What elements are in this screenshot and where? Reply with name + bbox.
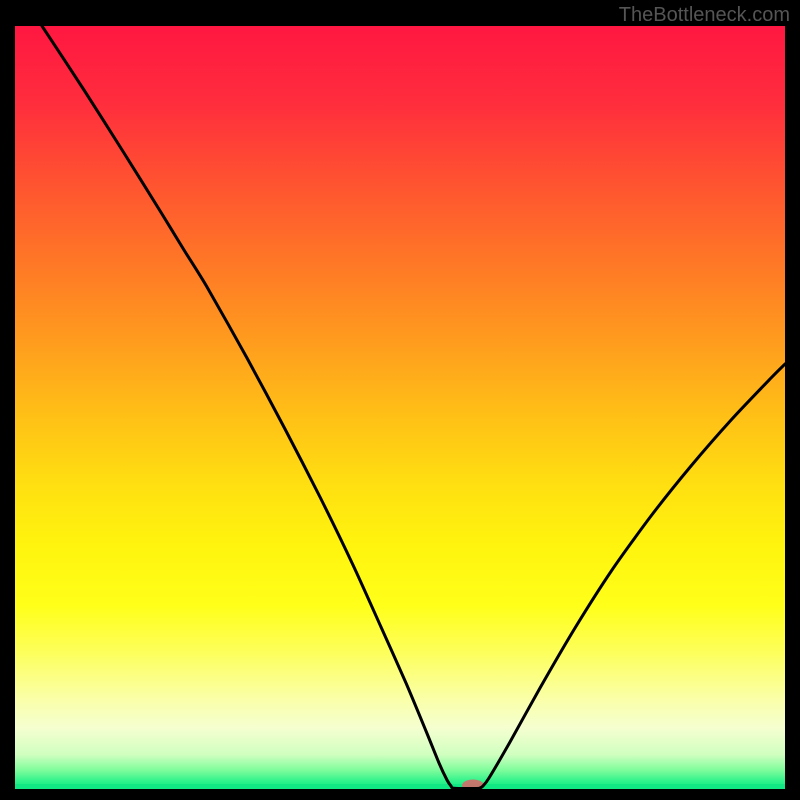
chart-page: TheBottleneck.com xyxy=(0,0,800,800)
attribution-text: TheBottleneck.com xyxy=(619,4,790,27)
bottleneck-chart xyxy=(15,26,785,789)
chart-background xyxy=(15,26,785,789)
chart-svg xyxy=(15,26,785,789)
